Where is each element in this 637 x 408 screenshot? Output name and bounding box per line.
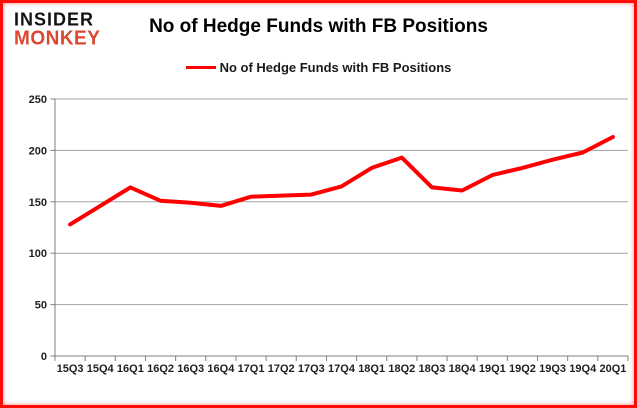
x-axis-label: 18Q3 <box>419 363 446 375</box>
x-axis-label: 15Q4 <box>87 363 115 375</box>
y-axis-label: 150 <box>29 197 47 209</box>
y-axis-label: 200 <box>29 145 47 157</box>
x-axis-label: 18Q2 <box>388 363 415 375</box>
x-axis-label: 19Q4 <box>569 363 597 375</box>
legend-label: No of Hedge Funds with FB Positions <box>219 60 452 75</box>
y-axis-label: 50 <box>35 300 47 312</box>
x-axis-label: 19Q3 <box>539 363 566 375</box>
x-axis-label: 16Q1 <box>117 363 144 375</box>
x-axis-label: 17Q1 <box>238 363 265 375</box>
x-axis-label: 20Q1 <box>599 363 626 375</box>
brand-logo: INSIDER MONKEY <box>14 8 101 50</box>
x-axis-label: 18Q1 <box>358 363 385 375</box>
x-axis-label: 16Q2 <box>147 363 174 375</box>
chart-title: No of Hedge Funds with FB Positions <box>149 16 488 37</box>
x-axis-label: 17Q4 <box>328 363 356 375</box>
x-axis-label: 19Q1 <box>479 363 506 375</box>
brand-logo-insider-text: INSIDER <box>14 8 95 30</box>
x-axis-label: 16Q3 <box>177 363 204 375</box>
y-axis-label: 0 <box>41 351 47 363</box>
x-axis-label: 16Q4 <box>207 363 235 375</box>
legend: No of Hedge Funds with FB Positions <box>3 60 634 75</box>
brand-logo-monkey-text: MONKEY <box>14 27 101 50</box>
x-axis-label: 17Q2 <box>268 363 295 375</box>
data-series-line <box>68 135 615 227</box>
x-axis-label: 15Q3 <box>57 363 84 375</box>
x-axis-label: 19Q2 <box>509 363 536 375</box>
y-axis-label: 250 <box>29 94 47 106</box>
y-axis-label: 100 <box>29 248 47 260</box>
x-axis-label: 18Q4 <box>449 363 477 375</box>
x-axis-label: 17Q3 <box>298 363 325 375</box>
legend-line-swatch <box>185 66 216 69</box>
